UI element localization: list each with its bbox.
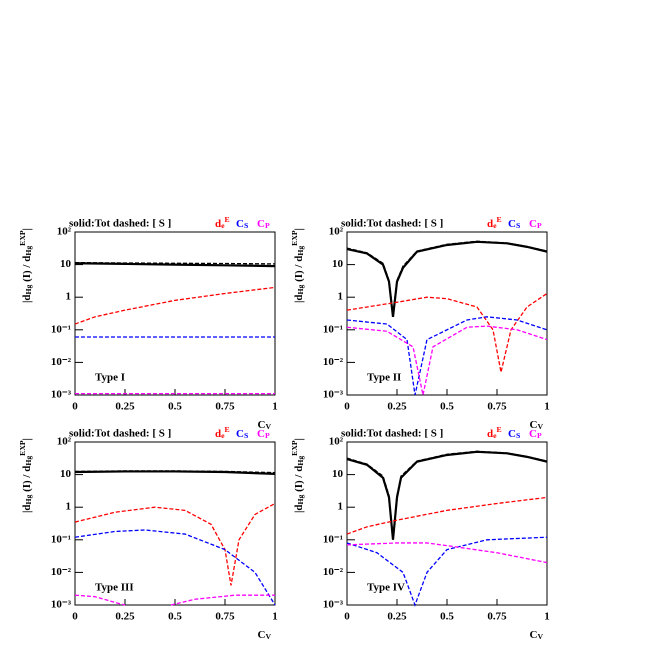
y-tick-label: 10⁻³ (51, 599, 72, 611)
x-tick-label: 1 (544, 611, 550, 623)
series-line (74, 262, 276, 268)
series-line (74, 286, 276, 325)
x-tick-label: 0.25 (387, 401, 407, 413)
legend-header: solid:Tot dashed: [ S ] (69, 428, 171, 440)
y-tick-label: 10⁻¹ (51, 533, 71, 545)
x-tick-label: 0.5 (168, 401, 182, 413)
legend-entry: CP (257, 428, 270, 441)
y-tick-label: 10⁻² (51, 356, 72, 368)
y-tick-label: 10⁻¹ (323, 323, 343, 335)
y-tick-label: 10⁻² (323, 566, 344, 578)
series-line (74, 529, 276, 606)
x-tick-label: 0.5 (168, 611, 182, 623)
x-tick-label: 0 (344, 611, 350, 623)
y-tick-label: 10 (332, 258, 344, 270)
series-line (346, 542, 548, 564)
x-tick-label: 1 (272, 611, 278, 623)
y-tick-label: 10² (329, 226, 344, 238)
legend-header: solid:Tot dashed: [ S ] (341, 428, 443, 440)
x-tick-label: 0.75 (487, 401, 507, 413)
x-tick-label: 1 (544, 401, 550, 413)
x-tick-label: 0.75 (215, 611, 235, 623)
y-tick-label: 10⁻¹ (51, 323, 71, 335)
series-line (346, 325, 548, 396)
y-tick-label: 10⁻² (51, 566, 72, 578)
series-line (74, 470, 276, 474)
legend-entry: CS (508, 428, 520, 441)
x-tick-label: 0.5 (440, 401, 454, 413)
y-tick-label: 1 (338, 501, 344, 513)
series-line (346, 316, 548, 396)
y-tick-label: 10⁻³ (51, 389, 72, 401)
y-tick-label: 10⁻¹ (323, 533, 343, 545)
series-line (346, 450, 548, 540)
x-tick-label: 0 (72, 401, 78, 413)
x-tick-label: 0.25 (387, 611, 407, 623)
x-tick-label: 0 (344, 401, 350, 413)
legend-entry: CP (529, 218, 542, 231)
x-tick-label: 0 (72, 611, 78, 623)
series-line (74, 594, 275, 606)
x-tick-label: 0.75 (487, 611, 507, 623)
y-axis-label: |dHg (I) / dHgEXP| (290, 438, 305, 513)
y-axis-label: |dHg (I) / dHgEXP| (290, 228, 305, 303)
x-axis-label: CV (529, 629, 543, 642)
series-line (74, 502, 276, 586)
y-tick-label: 10² (329, 436, 344, 448)
x-axis-label: CV (257, 629, 271, 642)
y-axis-label: |dHg (I) / dHgEXP| (18, 228, 33, 303)
legend-header: solid:Tot dashed: [ S ] (69, 218, 171, 230)
x-tick-label: 0.25 (115, 401, 135, 413)
legend-entry: deE (487, 215, 502, 230)
x-axis-label: CV (529, 419, 543, 432)
y-tick-label: 1 (66, 501, 72, 513)
legend-entry: CS (236, 428, 248, 441)
legend-entry: deE (215, 215, 230, 230)
series-line (346, 536, 548, 607)
legend-header: solid:Tot dashed: [ S ] (341, 218, 443, 230)
y-tick-label: 10 (60, 468, 72, 480)
series-line (346, 450, 548, 538)
legend-entry: CS (236, 218, 248, 231)
series-line (346, 496, 548, 535)
y-tick-label: 10⁻² (323, 356, 344, 368)
series-line (74, 261, 276, 265)
y-tick-label: 10⁻³ (323, 599, 344, 611)
y-tick-label: 10² (57, 226, 72, 238)
panel-label: Type I (95, 372, 125, 384)
x-tick-label: 0.25 (115, 611, 135, 623)
panel-label: Type IV (367, 582, 405, 594)
series-line (346, 240, 548, 315)
legend-entry: deE (487, 425, 502, 440)
y-tick-label: 10⁻³ (323, 389, 344, 401)
legend-entry: CP (257, 218, 270, 231)
series-line (346, 292, 548, 373)
x-tick-label: 0.75 (215, 401, 235, 413)
legend-entry: deE (215, 425, 230, 440)
y-tick-label: 10² (57, 436, 72, 448)
legend-entry: CP (529, 428, 542, 441)
y-tick-label: 1 (66, 291, 72, 303)
x-tick-label: 0.5 (440, 611, 454, 623)
y-axis-label: |dHg (I) / dHgEXP| (18, 438, 33, 513)
x-axis-label: CV (257, 419, 271, 432)
y-tick-label: 10 (332, 468, 344, 480)
legend-entry: CS (508, 218, 520, 231)
x-tick-label: 1 (272, 401, 278, 413)
y-tick-label: 10 (60, 258, 72, 270)
y-tick-label: 1 (338, 291, 344, 303)
panel-label: Type III (95, 582, 134, 594)
panel-label: Type II (367, 372, 401, 384)
